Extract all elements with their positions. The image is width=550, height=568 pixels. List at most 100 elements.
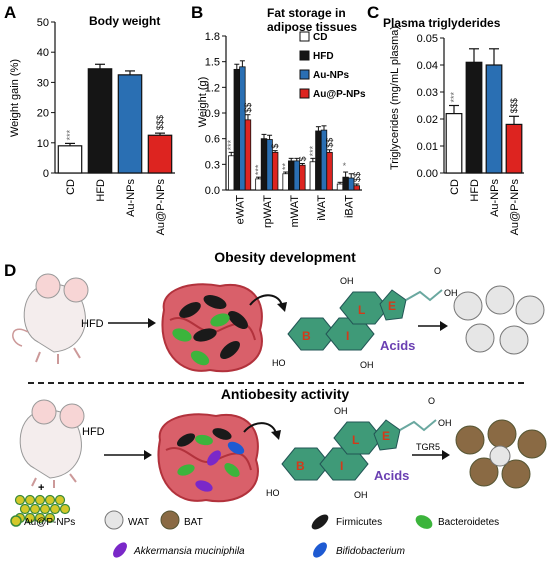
panel-b-significance: *** [226, 139, 236, 150]
arrow-head-1 [148, 318, 156, 328]
panel-c-axes: 0.00 0.01 0.02 0.03 0.04 0.05 [417, 33, 524, 180]
firmicutes-icon [220, 341, 240, 359]
nanoparticle-icon [44, 494, 56, 506]
nanoparticle-cluster-icon [14, 494, 71, 524]
panel-b-fat-storage-chart: B Fat storage in adipose tissues Weight … [191, 3, 366, 228]
panel-b-bar-ewat-cd [228, 155, 235, 191]
nanoparticle-icon [54, 494, 66, 506]
panel-a-y-tick-label: 20 [37, 108, 49, 120]
panel-b-bar-mwat-au-nps [293, 160, 300, 191]
panel-b-bar-ewat-hfd [233, 68, 241, 191]
white-adipose-cells-top [453, 285, 545, 355]
oh-label-top-3: OH [444, 288, 458, 298]
akkermansia-icon [195, 480, 213, 492]
bacteroidetes-icon [190, 350, 210, 366]
legend-akkermansia: Akkermansia muciniphila [133, 546, 245, 557]
nanoparticle-icon [59, 503, 71, 515]
panel-c-significance: *** [449, 91, 459, 102]
bile-acid-structure-bottom: B I L E Acids HO OH OH O OH [266, 396, 452, 500]
arrow-head-2 [277, 302, 287, 312]
panel-c-bar-hfd [465, 61, 483, 174]
panel-b-significance: *** [253, 164, 263, 175]
arrow-head-3 [440, 321, 448, 331]
mouse-icon-bottom [19, 399, 85, 488]
bat-legend-icon [160, 510, 180, 530]
panel-c-category-label: HFD [469, 179, 481, 202]
oxygen-label-bottom: O [428, 396, 435, 406]
panel-c-bar-au-nps [485, 64, 503, 174]
panel-a-bar-hfd [87, 68, 113, 174]
panel-a-y-axis-label: Weight gain (%) [9, 59, 21, 137]
panel-a-bars: *** CD HFD Au-NPs $$$ Au@P-NPs [57, 63, 173, 235]
panel-b-bar-ibat-cd [336, 183, 344, 191]
ho-label-top: HO [272, 358, 286, 368]
panel-b-significance: ** [281, 163, 291, 171]
akkermansia-icon [207, 450, 221, 466]
panel-a-bar-au-p-nps [147, 134, 173, 174]
panel-c-y-tick-label: 0.05 [417, 33, 438, 45]
panel-b-legend: CD HFD Au-NPs Au@P-NPs [299, 31, 366, 100]
acids-label-top: Acids [380, 338, 415, 353]
akkermansia-legend-icon [113, 542, 127, 558]
panel-b-legend-swatch [299, 31, 310, 42]
panel-c-y-tick-label: 0.01 [417, 141, 438, 153]
panel-letter-c: C [367, 3, 379, 22]
legend-au-p-nps: Au@P-NPs [24, 517, 75, 528]
panel-b-y-tick-label: 0.9 [205, 108, 220, 120]
panel-b-bar-ibat-au-p-nps [353, 185, 360, 191]
legend-bacteroidetes: Bacteroidetes [438, 517, 499, 528]
panel-a-title: Body weight [89, 14, 160, 28]
panel-b-significance: *** [308, 145, 318, 156]
panel-b-category-label: iWAT [316, 195, 328, 221]
panel-c-category-label: Au@P-NPs [509, 179, 521, 236]
panel-c-bar-cd [445, 112, 463, 174]
bacteroidetes-icon [210, 313, 230, 327]
arrow-head-5 [271, 430, 281, 440]
panel-b-significance-extra: * [343, 161, 347, 171]
oxygen-label-top: O [434, 266, 441, 276]
bacteroidetes-legend-icon [415, 515, 433, 529]
mouse-icon-top [12, 273, 89, 364]
panel-letter-b: B [191, 3, 203, 22]
panel-b-y-tick-label: 1.5 [205, 57, 220, 69]
panel-b-bar-rpwat-au-p-nps [271, 151, 279, 191]
panel-b-bar-mwat-hfd [288, 160, 295, 191]
nanoparticle-icon [19, 503, 31, 515]
panel-a-y-tick-label: 40 [37, 47, 49, 59]
panel-b-title-line-2: adipose tissues [267, 20, 357, 34]
panel-b-bar-rpwat-cd [255, 178, 262, 191]
panel-b-bars: ***$$eWAT***$rpWAT**$mWAT***$$iWAT$$iBAT… [226, 60, 362, 228]
panel-a-axes: 0 10 20 30 40 50 [37, 17, 175, 180]
firmicutes-icon [228, 311, 248, 329]
panel-b-legend-label: CD [313, 32, 327, 43]
panel-b-y-tick-label: 0.3 [205, 159, 220, 171]
panel-b-category-label: mWAT [289, 195, 301, 228]
firmicutes-icon [203, 295, 227, 309]
firmicutes-icon [179, 302, 201, 318]
panel-c-y-tick-label: 0.03 [417, 87, 438, 99]
panel-a-category-label: HFD [95, 179, 107, 202]
oh-label-bottom-1: OH [334, 406, 348, 416]
nanoparticle-legend-icon [10, 515, 22, 527]
ring-label-b-bottom: B [296, 459, 305, 473]
oh-label-bottom-2: OH [354, 490, 368, 500]
ring-label-e: E [388, 299, 396, 313]
panel-b-bar-iwat-hfd [315, 130, 322, 191]
panel-b-bar-rpwat-hfd [260, 138, 268, 191]
panel-b-legend-label: Au-NPs [313, 70, 350, 81]
ring-label-i-bottom: I [340, 459, 343, 473]
ring-label-l: L [358, 303, 365, 317]
panel-b-legend-swatch [299, 69, 310, 80]
panel-c-bar-au-p-nps [505, 123, 523, 174]
hfd-label-top: HFD [81, 318, 104, 330]
ho-label-bottom: HO [266, 488, 280, 498]
panel-b-legend-swatch [299, 50, 310, 61]
panel-b-y-tick-label: 1.8 [205, 31, 220, 43]
plus-sign: + [38, 482, 44, 494]
panel-c-bars: *** CD HFD Au-NPs $$$ Au@P-NPs [445, 48, 523, 236]
legend-bat: BAT [184, 517, 203, 528]
panel-c-title: Plasma triglyderides [383, 16, 501, 30]
panel-a-bar-au-nps [117, 74, 143, 174]
acids-label-bottom: Acids [374, 468, 409, 483]
ring-label-l-bottom: L [352, 433, 359, 447]
